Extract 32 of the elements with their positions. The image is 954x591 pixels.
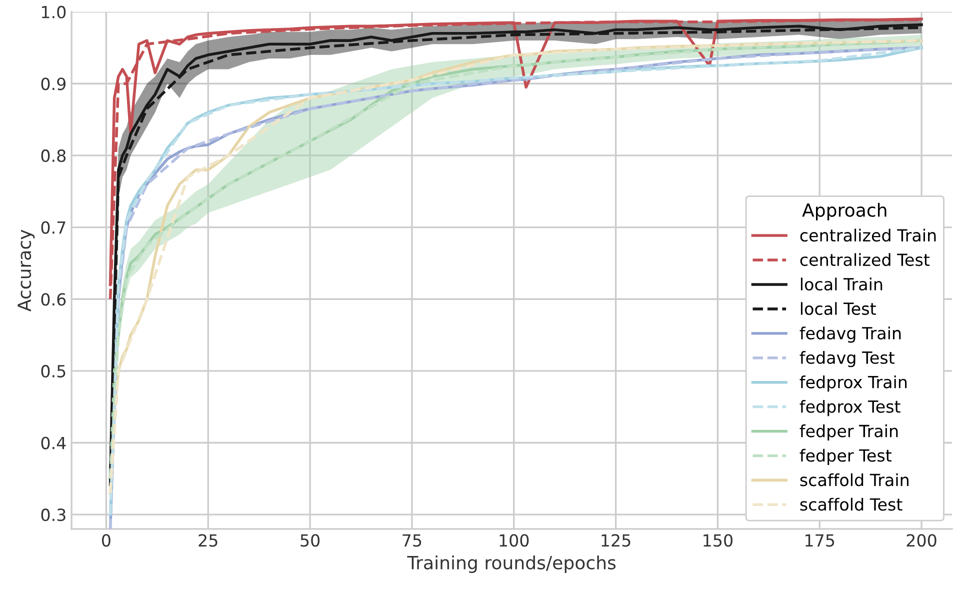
y-tick-label: 0.6 [41,293,66,306]
legend-label: centralized Test [800,253,930,266]
legend-title: Approach [802,202,886,220]
x-tick-label: 75 [402,534,422,547]
y-tick-label: 0.8 [41,149,66,162]
y-tick-label: 0.4 [41,436,66,450]
x-tick-label: 200 [906,534,936,547]
legend-label: local Test [800,302,876,316]
legend-label: fedavg Test [800,351,894,368]
y-tick-label: 0.9 [41,78,66,90]
y-axis-title: Accuracy [18,230,35,312]
x-axis-title: Training rounds/epochs [407,555,616,573]
x-tick-label: 150 [704,534,732,547]
x-tick-label: 175 [806,534,834,547]
legend-label: fedprox Train [800,375,907,392]
x-tick-label: 0 [102,534,110,547]
y-tick-label: 0.3 [41,508,66,522]
x-tick-label: 125 [602,534,630,547]
x-tick-label: 50 [300,534,320,547]
y-tick-label: 0.5 [41,364,66,378]
y-tick-label: 1.0 [42,6,66,18]
legend-label: fedper Test [800,448,892,466]
y-tick-label: 0.7 [41,221,66,234]
legend-label: centralized Train [800,228,936,242]
x-tick-label: 100 [500,534,529,547]
legend-label: local Train [800,278,882,291]
x-tick-label: 25 [198,534,218,547]
legend-label: fedper Train [800,424,898,441]
legend-label: fedavg Train [800,326,901,343]
legend-label: fedprox Test [800,400,900,416]
legend-label: scaffold Train [800,473,908,486]
legend-label: scaffold Test [800,498,902,511]
